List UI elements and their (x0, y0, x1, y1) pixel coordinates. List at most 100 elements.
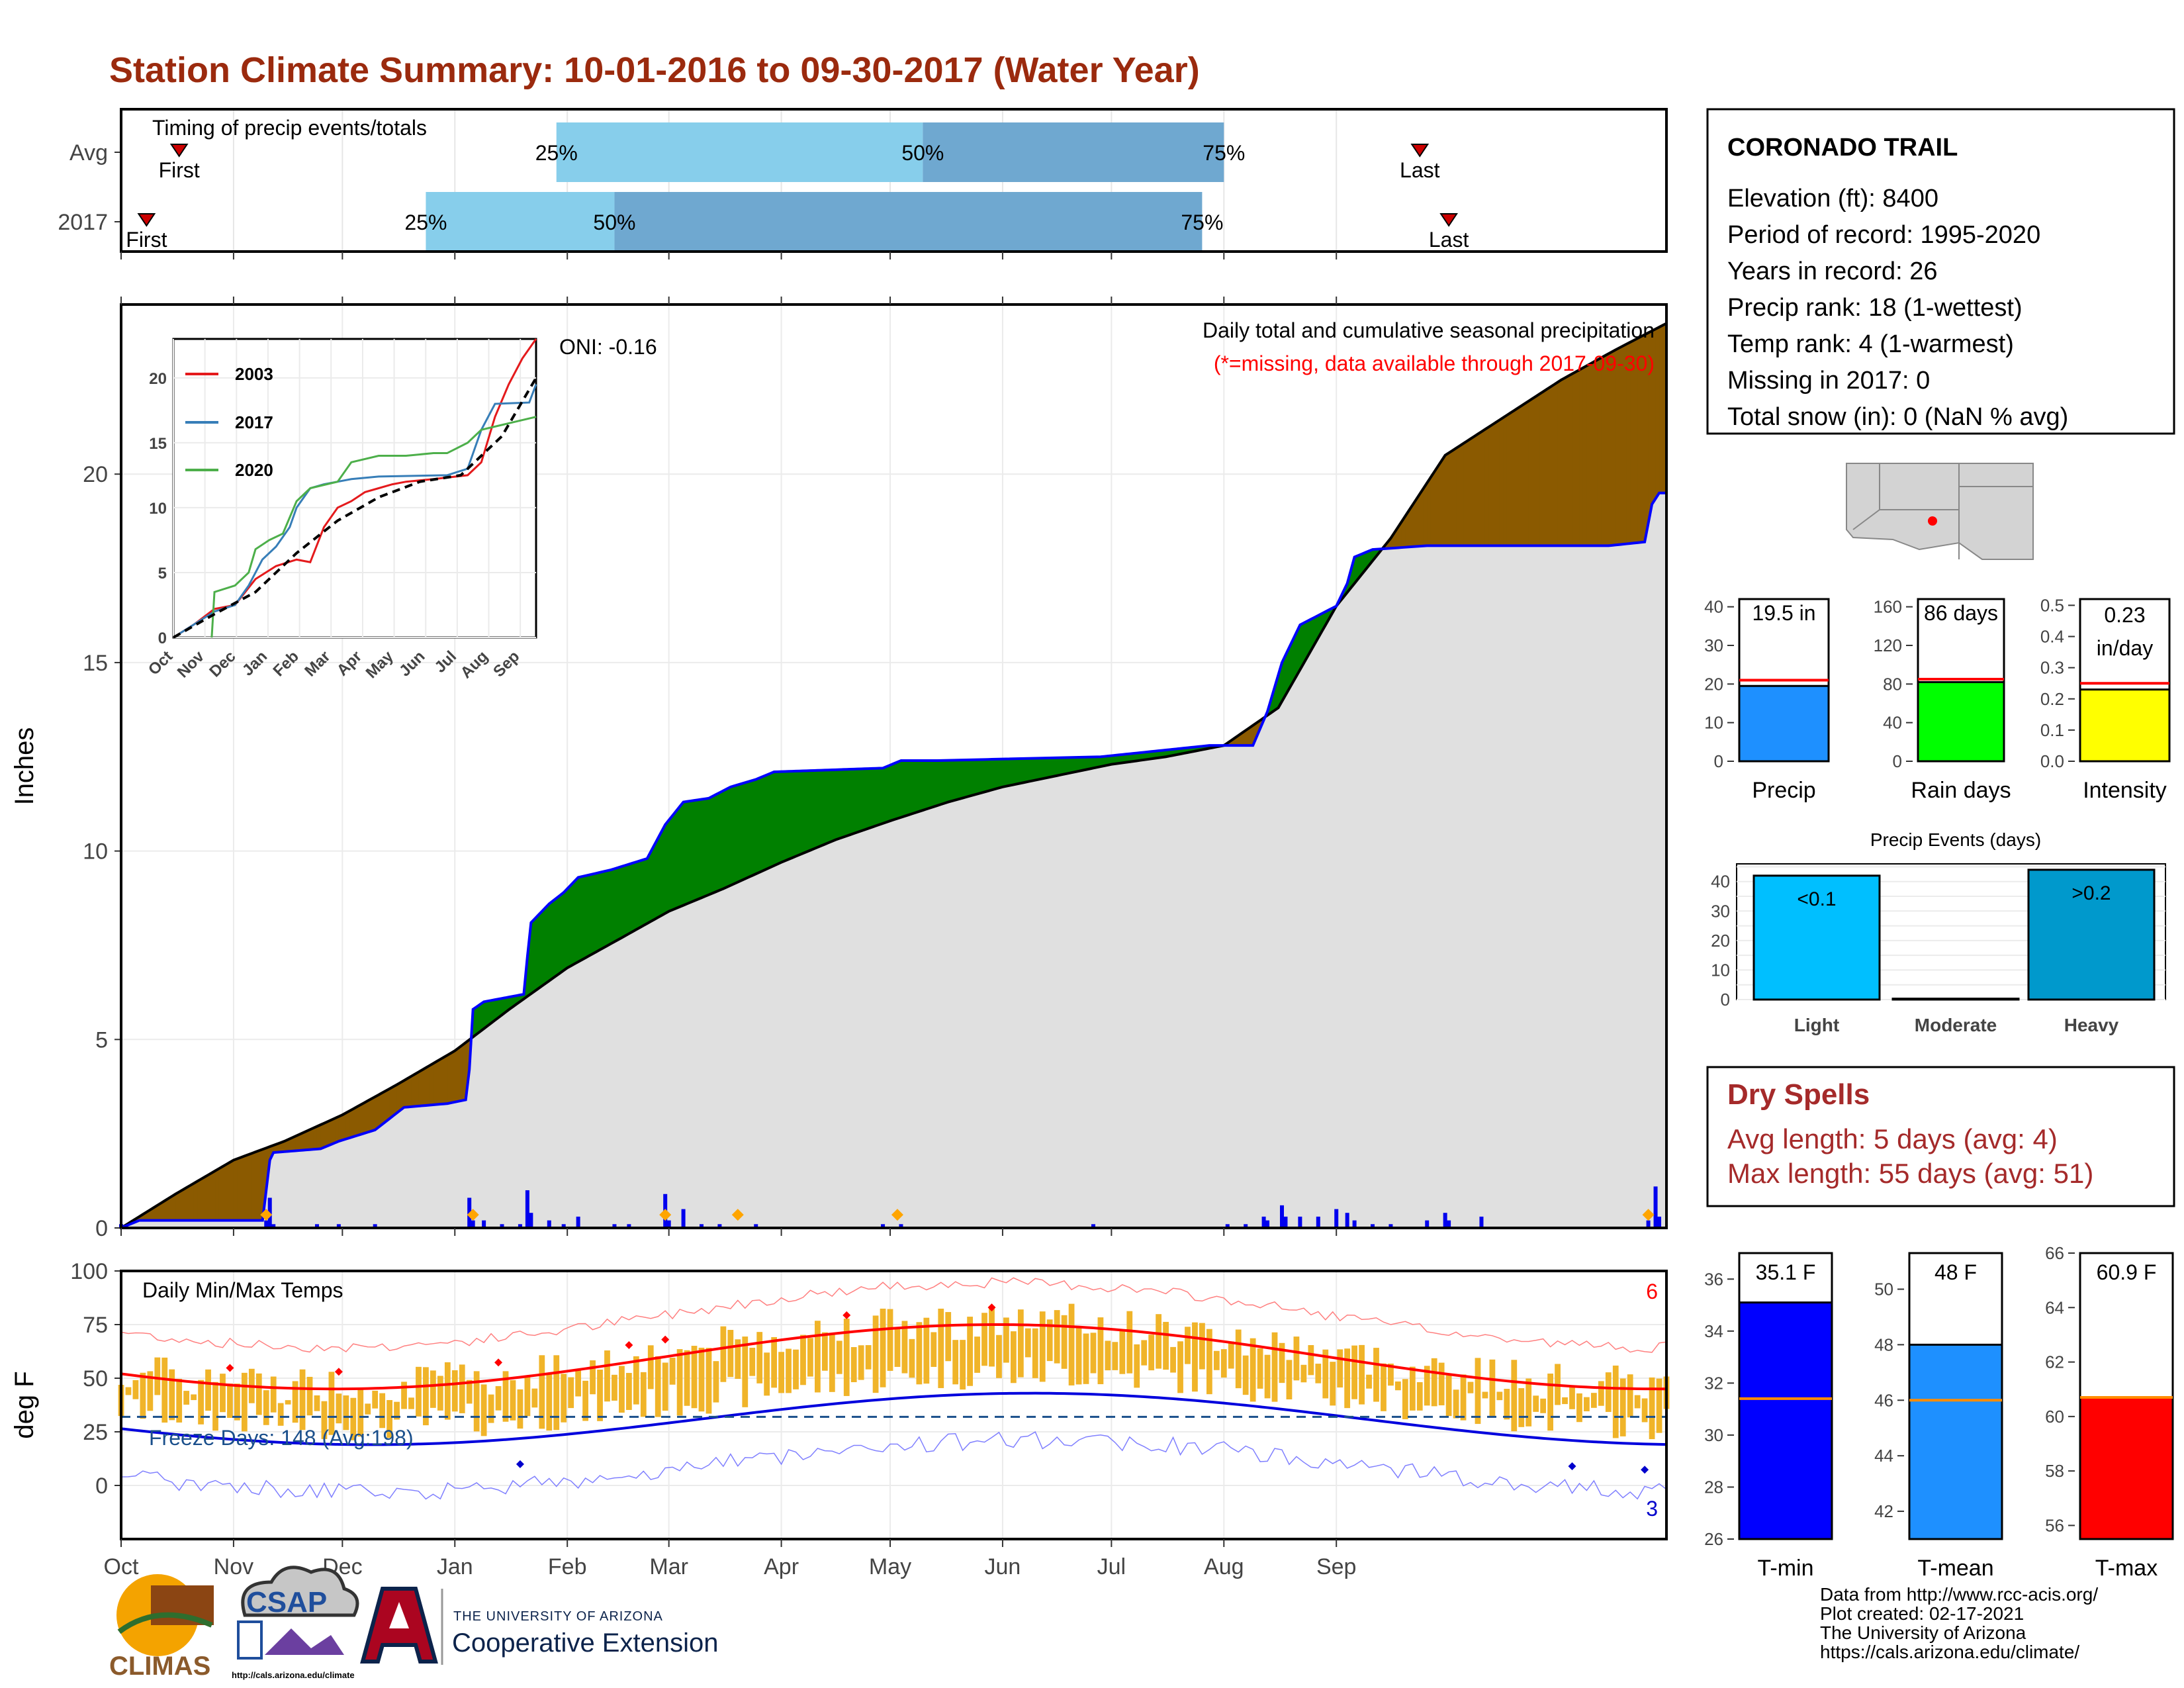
precip-anomaly-segment (447, 1053, 452, 1104)
temp-summary-t-min-ytick-label: 26 (1704, 1529, 1723, 1549)
precip-anomaly-segment (175, 1192, 180, 1221)
daily-precip-bar (314, 1224, 319, 1228)
summary-intensity-ytick-label: 0.0 (2040, 751, 2064, 771)
precip-anomaly-segment (291, 1136, 296, 1151)
precip-anomaly-segment (868, 768, 873, 829)
precip-anomaly-segment (1423, 483, 1428, 546)
daily-temp-bar (524, 1376, 531, 1417)
inset-ytick-label: 0 (158, 630, 167, 647)
daily-temp-bar (1090, 1333, 1097, 1374)
daily-temp-bar (872, 1315, 879, 1393)
precip-anomaly-segment (1637, 336, 1642, 543)
station-info-box: CORONADO TRAIL Elevation (ft): 8400 Peri… (1706, 108, 2175, 435)
daily-temp-bar (502, 1371, 509, 1422)
daily-temp-bar (640, 1372, 647, 1417)
precip-anomaly-segment (1249, 725, 1253, 746)
summary-precip-ytick-label: 10 (1704, 713, 1723, 733)
daily-temp-bar (1518, 1388, 1525, 1427)
record-high-marker (987, 1303, 996, 1312)
precip-anomaly-segment (375, 1094, 379, 1130)
events-ytick-label: 0 (1721, 990, 1730, 1009)
daily-temp-bar (191, 1394, 197, 1401)
precip-anomaly-segment (1510, 410, 1515, 546)
precip-anomaly-segment (864, 769, 869, 830)
precip-anomaly-segment (1655, 327, 1660, 499)
precip-anomaly-segment (665, 820, 670, 914)
temp-summary-t-min-ytick-label: 34 (1704, 1321, 1723, 1341)
precip-anomaly-segment (1013, 759, 1018, 785)
precip-anomaly-segment (205, 1174, 209, 1221)
daily-temp-bar (836, 1340, 842, 1374)
daily-temp-bar (590, 1360, 596, 1395)
summary-rain-days-ytick-label: 160 (1874, 597, 1902, 617)
precip-anomaly-segment (712, 794, 717, 894)
daily-temp-bar (480, 1384, 487, 1436)
first-event-marker (137, 213, 156, 227)
precip-anomaly-segment (164, 1198, 169, 1221)
ua-cooperative-extension: Cooperative Extension (452, 1628, 718, 1658)
precip-missing-note: (*=missing, data available through 2017-… (1214, 352, 1655, 375)
daily-temp-bar (691, 1346, 698, 1409)
precip-anomaly-segment (1064, 757, 1069, 774)
timing-frame (120, 108, 1668, 253)
daily-temp-bar (1562, 1397, 1568, 1405)
precip-anomaly-segment (534, 915, 539, 992)
precip-anomaly-segment (284, 1139, 289, 1152)
precip-anomaly-segment (1445, 453, 1449, 546)
temp-summary-t-max-ytick-label: 66 (2045, 1243, 2064, 1263)
precip-subtitle: Daily total and cumulative seasonal prec… (1203, 318, 1655, 342)
precip-anomaly-segment (861, 769, 866, 831)
precip-anomaly-segment (1467, 438, 1471, 546)
temp-summary-t-mean-ytick-label: 44 (1874, 1446, 1893, 1466)
daily-temp-bar (1649, 1377, 1655, 1440)
station-temp-rank: Temp rank: 4 (1-warmest) (1727, 330, 2014, 358)
daily-temp-bar (1134, 1344, 1140, 1388)
temp-ytick-label: 75 (83, 1313, 108, 1338)
precip-anomaly-segment (1242, 730, 1246, 746)
ua-small-text: THE UNIVERSITY OF ARIZONA (453, 1609, 663, 1624)
temp-summary-t-mean-ytick-label: 42 (1874, 1501, 1893, 1521)
daily-temp-bar (568, 1377, 574, 1409)
daily-temp-bar (698, 1347, 705, 1412)
precip-anomaly-segment (462, 1042, 467, 1101)
daily-temp-bar (1489, 1359, 1496, 1418)
precip-anomaly-segment (367, 1098, 372, 1133)
temperature-bar-charts: 26 28 30 32 34 36 T-min 35.1 F 42 44 46 48 50 T-mean 4… (1704, 1243, 2174, 1581)
daily-temp-bar (1409, 1366, 1416, 1411)
daily-temp-bar (916, 1322, 923, 1385)
summary-value-unit: in/day (2097, 636, 2153, 660)
precip-anomaly-segment (157, 1203, 161, 1221)
precip-anomaly-segment (1042, 758, 1047, 779)
precip-anomaly-segment (1057, 757, 1062, 776)
events-bar-light (1752, 874, 1881, 1001)
daily-temp-bar (1656, 1378, 1662, 1433)
precip-anomaly-segment (1626, 342, 1631, 544)
timing-title: Timing of precip events/totals (152, 116, 427, 140)
daily-temp-bar (1315, 1364, 1322, 1383)
precip-anomaly-segment (1093, 757, 1098, 769)
daily-temp-bar (1598, 1381, 1604, 1406)
daily-temp-bar (176, 1378, 183, 1423)
precip-anomaly-segment (781, 771, 786, 863)
precip-anomaly-segment (259, 1149, 263, 1221)
precip-anomaly-segment (741, 782, 746, 881)
precip-anomaly-segment (879, 768, 884, 825)
timing-row-label: 2017 (58, 210, 108, 235)
daily-temp-bar (416, 1366, 422, 1417)
daily-temp-bar (931, 1332, 937, 1367)
precip-events-chart: Precip Events (days) 0 10 20 30 40 <0.1 Light Mo… (1711, 829, 2166, 1035)
record-high-line (120, 1277, 1667, 1353)
precip-anomaly-segment (1158, 750, 1163, 758)
daily-precip-bar (1352, 1220, 1357, 1228)
precip-anomaly-segment (1405, 510, 1410, 547)
precip-anomaly-segment (379, 1092, 383, 1127)
precip-anomaly-segment (1604, 353, 1609, 546)
precip-anomaly-segment (436, 1059, 441, 1105)
timing-label-p25: 25% (535, 141, 578, 165)
daily-precip-bar (1316, 1216, 1320, 1228)
precip-anomaly-segment (988, 759, 993, 791)
timing-label-last: Last (1400, 158, 1440, 182)
daily-temp-bar (1119, 1330, 1126, 1374)
temp-summary-t-min-ytick-label: 32 (1704, 1373, 1723, 1393)
daily-temp-bar (1039, 1311, 1046, 1382)
